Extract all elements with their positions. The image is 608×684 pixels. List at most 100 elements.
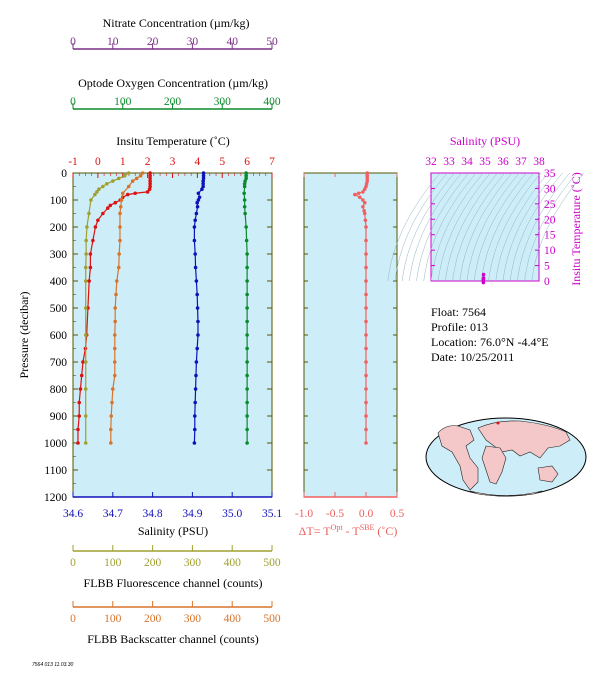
- fluorescence-point: [111, 179, 115, 183]
- temperature-tick-label: 0: [95, 156, 101, 168]
- fluorescence-line: [85, 172, 130, 443]
- salinity-tick-label: 34.8: [143, 508, 163, 520]
- backscatter-point: [118, 225, 122, 229]
- salinity-point: [194, 279, 199, 283]
- oxygen-point: [245, 265, 249, 270]
- backscatter-point: [130, 179, 135, 183]
- ts-contour-line: [430, 172, 484, 282]
- fluorescence-point: [83, 279, 88, 283]
- delta-point: [364, 400, 368, 405]
- pressure-tick-label: 1100: [44, 465, 67, 477]
- fluorescence-point: [83, 387, 88, 391]
- backscatter-point: [110, 400, 114, 405]
- ts-y-tick-label: 0: [544, 276, 550, 288]
- backscatter-point: [109, 441, 113, 445]
- delta-point: [364, 427, 368, 432]
- oxygen-point: [245, 400, 249, 405]
- salinity-point: [196, 198, 201, 202]
- backscatter-tick-label: 0: [70, 613, 76, 625]
- salinity-point: [201, 171, 206, 175]
- delta-point: [364, 306, 368, 310]
- ts-point: [481, 280, 486, 285]
- backscatter-point: [126, 184, 131, 189]
- oxygen-tick-label: 300: [214, 96, 232, 108]
- temperature-point: [106, 206, 110, 210]
- delta-point: [364, 292, 368, 297]
- fluorescence-point: [116, 176, 121, 181]
- ts-contour-line: [409, 172, 462, 282]
- pressure-tick-label: 900: [50, 411, 68, 423]
- salinity-point: [193, 387, 198, 391]
- backscatter-point: [140, 171, 145, 175]
- ts-contour-line: [502, 172, 556, 282]
- salinity-point: [192, 238, 197, 243]
- ts-x-tick-label: 34: [461, 156, 473, 168]
- fluorescence-axis: 0 100 200 300 400 500: [70, 545, 281, 569]
- temperature-point: [113, 200, 118, 205]
- float-id: Float: 7564: [431, 305, 486, 319]
- delta-point: [364, 319, 368, 324]
- ts-contour-line: [437, 172, 491, 282]
- temperature-point: [148, 176, 152, 181]
- backscatter-point: [119, 198, 124, 202]
- ts-y-tick-label: 10: [544, 245, 556, 257]
- nitrate-axis-title: Nitrate Concentration (µm/kg): [103, 16, 250, 30]
- delta-point: [353, 192, 357, 197]
- fluorescence-point: [83, 414, 88, 418]
- fluorescence-point: [83, 441, 88, 445]
- ts-x-axis-title: Salinity (PSU): [450, 134, 520, 148]
- temperature-tick-label: 4: [195, 156, 201, 168]
- oxygen-point: [245, 441, 249, 445]
- delta-point: [364, 333, 368, 337]
- pressure-tick-label: 1200: [44, 492, 67, 504]
- world-map: [425, 417, 587, 497]
- pressure-tick-label: 600: [50, 330, 68, 342]
- oxygen-axis: 0 100 200 300 400: [70, 96, 281, 110]
- fluorescence-point: [122, 173, 127, 178]
- nitrate-tick-label: 10: [107, 36, 119, 48]
- oxygen-point: [245, 387, 249, 391]
- delta-tick-label: -1.0: [295, 508, 313, 520]
- fluorescence-point: [95, 190, 99, 194]
- salinity-tick-label: 34.7: [103, 508, 123, 520]
- delta-title-sup: Opt: [331, 523, 344, 532]
- salinity-point: [195, 292, 199, 297]
- delta-series: [353, 171, 370, 445]
- fluorescence-point: [83, 306, 88, 310]
- delta-title-unit: (˚C): [374, 524, 397, 538]
- location: Location: 76.0°N -4.4°E: [431, 335, 549, 349]
- temperature-point: [78, 387, 83, 391]
- salinity-point: [195, 204, 200, 209]
- pressure-tick-label: 800: [50, 384, 68, 396]
- delta-point: [364, 387, 368, 391]
- ts-x-tick-label: 35: [479, 156, 491, 168]
- nitrate-tick-label: 0: [70, 36, 76, 48]
- map-land-australia: [537, 465, 559, 483]
- oxygen-point: [245, 346, 249, 351]
- backscatter-tick-label: 200: [144, 613, 162, 625]
- oxygen-point: [242, 182, 247, 186]
- temperature-point: [88, 265, 93, 270]
- salinity-point: [196, 191, 201, 196]
- temperature-point: [81, 360, 85, 364]
- backscatter-point: [118, 238, 122, 243]
- delta-tick-label: 0.0: [359, 508, 374, 520]
- salinity-point: [192, 441, 197, 445]
- delta-point: [361, 190, 365, 194]
- ts-contour-line: [481, 172, 534, 282]
- ts-contour-line: [517, 172, 570, 282]
- nitrate-tick-label: 30: [187, 36, 199, 48]
- profile-number: Profile: 013: [431, 320, 488, 334]
- backscatter-point: [114, 279, 119, 283]
- temperature-point: [96, 218, 100, 223]
- temperature-point: [108, 203, 113, 208]
- oxygen-point: [245, 414, 249, 418]
- salinity-point: [193, 218, 197, 223]
- temperature-point: [147, 187, 152, 191]
- fluorescence-tick-label: 400: [224, 557, 242, 569]
- salinity-point: [201, 176, 206, 181]
- oxygen-point: [245, 252, 249, 256]
- backscatter-point: [112, 373, 117, 378]
- delta-point: [362, 187, 367, 191]
- temperature-tick-label: 1: [120, 156, 126, 168]
